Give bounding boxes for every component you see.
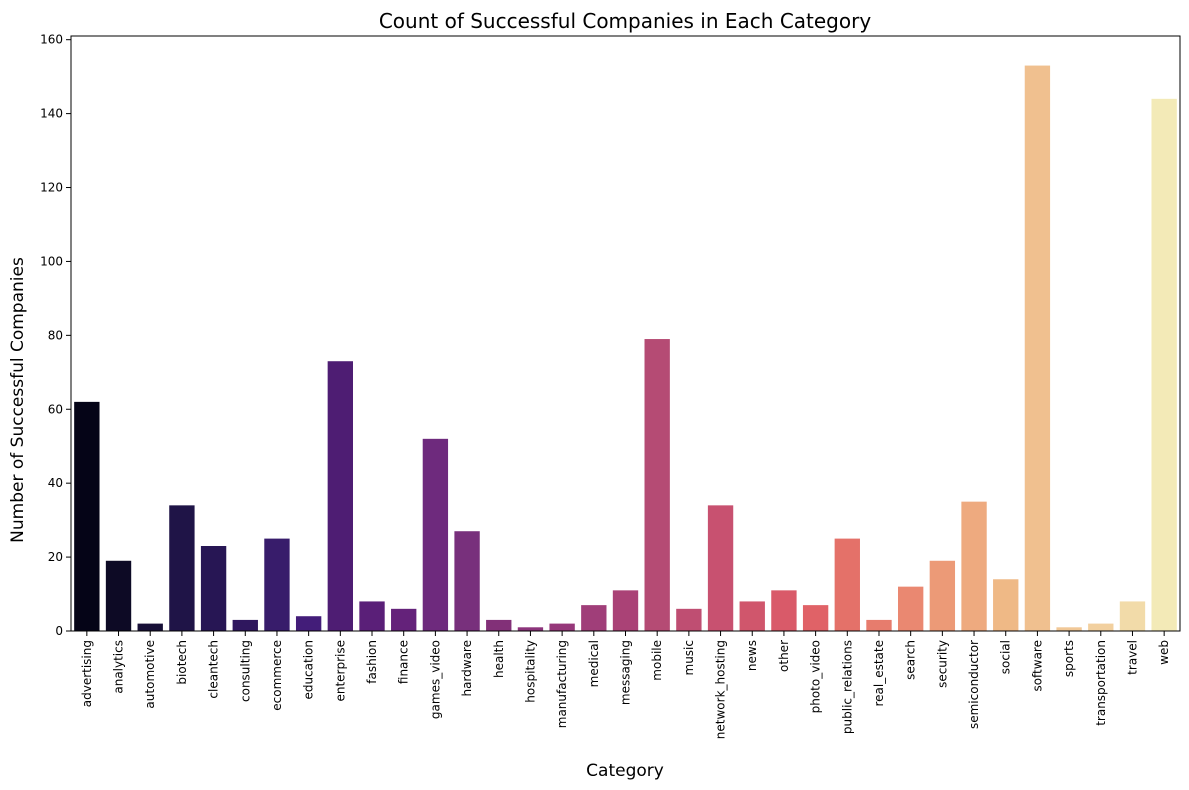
x-tick-label-enterprise: enterprise — [333, 640, 347, 702]
x-tick-label-software: software — [1030, 640, 1044, 692]
x-tick-label-music: music — [682, 640, 696, 675]
x-tick-label-fashion: fashion — [365, 640, 379, 684]
x-tick-label-other: other — [777, 640, 791, 672]
y-tick-label: 140 — [40, 107, 63, 121]
x-tick-label-search: search — [904, 640, 918, 680]
x-tick-label-games_video: games_video — [428, 640, 442, 719]
bar-hospitality — [517, 627, 544, 631]
x-tick-label-network_hosting: network_hosting — [714, 640, 728, 739]
bars-group — [74, 65, 1177, 631]
y-tick-label: 60 — [48, 402, 63, 416]
bar-health — [486, 619, 512, 631]
chart-title: Count of Successful Companies in Each Ca… — [379, 9, 872, 33]
x-tick-label-social: social — [999, 640, 1013, 674]
bar-transportation — [1088, 623, 1114, 631]
bar-analytics — [105, 560, 132, 631]
bar-music — [676, 608, 702, 631]
x-tick-label-semiconductor: semiconductor — [967, 640, 981, 729]
x-tick-label-news: news — [745, 640, 759, 671]
x-tick-label-cleantech: cleantech — [207, 640, 221, 699]
bar-ecommerce — [264, 538, 290, 631]
y-axis-label: Number of Successful Companies — [8, 257, 28, 543]
bar-sports — [1056, 627, 1082, 631]
x-tick-label-sports: sports — [1062, 640, 1076, 677]
x-tick-label-education: education — [302, 640, 316, 700]
x-tick-label-hardware: hardware — [460, 640, 474, 697]
bar-enterprise — [327, 361, 353, 631]
y-tick-label: 20 — [48, 550, 63, 564]
x-tick-label-hospitality: hospitality — [523, 640, 537, 703]
bar-medical — [581, 605, 607, 631]
x-tick-label-public_relations: public_relations — [840, 640, 854, 734]
x-tick-label-manufacturing: manufacturing — [555, 640, 569, 728]
x-tick-label-security: security — [935, 640, 949, 688]
x-tick-label-finance: finance — [397, 640, 411, 684]
x-tick-label-photo_video: photo_video — [809, 640, 823, 713]
bar-finance — [391, 608, 417, 631]
bar-advertising — [74, 401, 100, 631]
bar-automotive — [137, 623, 163, 631]
bar-biotech — [169, 505, 195, 631]
bar-public_relations — [834, 538, 860, 631]
bar-other — [771, 590, 797, 631]
x-tick-label-biotech: biotech — [175, 640, 189, 685]
bar-fashion — [359, 601, 385, 631]
y-axis-ticks: 0 20 40 60 80 100 120 140 160 — [40, 33, 71, 638]
x-tick-label-consulting: consulting — [238, 640, 252, 702]
bar-mobile — [644, 339, 670, 631]
x-tick-label-analytics: analytics — [112, 640, 126, 694]
y-tick-label: 40 — [48, 476, 63, 490]
bar-network_hosting — [707, 505, 734, 631]
y-tick-label: 120 — [40, 181, 63, 195]
bar-education — [295, 616, 322, 631]
y-tick-label: 0 — [55, 624, 63, 638]
bar-news — [739, 601, 765, 631]
x-tick-label-web: web — [1157, 640, 1171, 665]
x-tick-label-medical: medical — [587, 640, 601, 687]
x-tick-label-mobile: mobile — [650, 640, 664, 681]
y-tick-label: 160 — [40, 33, 63, 47]
bar-hardware — [454, 531, 480, 631]
x-tick-label-real_estate: real_estate — [872, 640, 886, 707]
x-tick-label-advertising: advertising — [80, 640, 94, 707]
bar-photo_video — [802, 605, 829, 631]
x-tick-label-health: health — [492, 640, 506, 678]
bar-travel — [1119, 601, 1146, 631]
bar-real_estate — [866, 619, 892, 631]
bar-messaging — [612, 590, 639, 631]
bar-web — [1151, 98, 1177, 631]
bar-cleantech — [200, 546, 227, 631]
bar-consulting — [232, 619, 258, 631]
plot-frame — [70, 35, 1181, 632]
y-tick-label: 80 — [48, 328, 63, 342]
x-tick-label-automotive: automotive — [143, 640, 157, 709]
bar-social — [993, 579, 1019, 631]
bar-manufacturing — [549, 623, 575, 631]
x-tick-label-transportation: transportation — [1094, 640, 1108, 726]
bar-games_video — [422, 438, 449, 631]
bar-security — [929, 560, 956, 631]
bar-search — [898, 586, 924, 631]
bar-software — [1024, 65, 1051, 631]
bar-semiconductor — [961, 501, 987, 631]
x-axis-ticks: advertising analytics automotive biotech cle… — [80, 631, 1171, 739]
x-tick-label-messaging: messaging — [619, 640, 633, 705]
y-tick-label: 100 — [40, 254, 63, 268]
x-axis-label: Category — [586, 761, 664, 781]
x-tick-label-ecommerce: ecommerce — [270, 640, 284, 711]
x-tick-label-travel: travel — [1125, 640, 1139, 675]
